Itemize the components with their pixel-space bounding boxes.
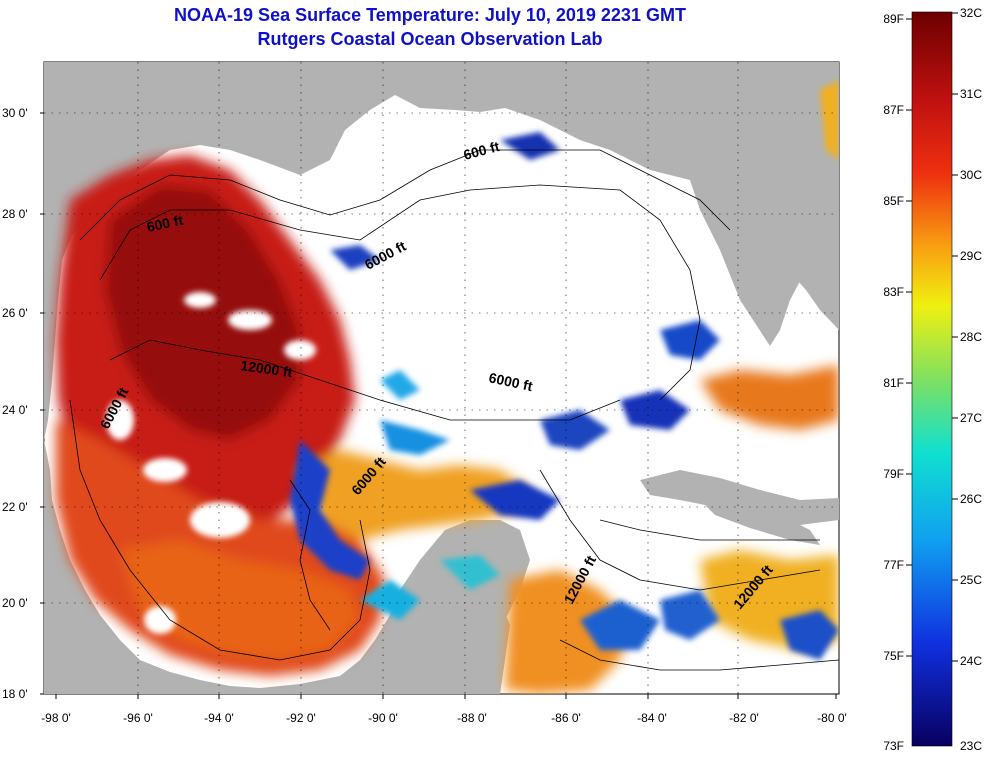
title-line-1: NOAA-19 Sea Surface Temperature: July 10… (174, 5, 686, 25)
colorbar-c-label: 25C (960, 573, 982, 587)
colorbar-ticks (906, 12, 958, 662)
colorbar-f-label: 73F (883, 739, 904, 753)
contour-label: 600 ft (145, 212, 184, 235)
lon-label: -90 0' (368, 711, 398, 725)
land-mexico (44, 440, 530, 694)
colorbar-c-label: 23C (960, 739, 982, 753)
colorbar-f-label: 85F (883, 194, 904, 208)
title-line-2: Rutgers Coastal Ocean Observation Lab (257, 29, 603, 49)
colorbar-f-label: 89F (883, 12, 904, 26)
colorbar-f-label: 83F (883, 285, 904, 299)
lon-label: -96 0' (123, 711, 153, 725)
lon-label: -88 0' (457, 711, 487, 725)
colorbar-f-label: 77F (883, 558, 904, 572)
colorbar-c-label: 28C (960, 330, 982, 344)
colorbar-c-label: 29C (960, 249, 982, 263)
contour-label: 12000 ft (240, 357, 294, 380)
lon-label: -84 0' (637, 711, 667, 725)
lat-label: 28 0' (2, 207, 28, 221)
land-yucatan (390, 590, 510, 694)
lon-label: -86 0' (551, 711, 581, 725)
colorbar-c-label: 27C (960, 411, 982, 425)
land-cuba (640, 470, 839, 525)
lon-label: -80 0' (817, 711, 847, 725)
lon-label: -98 0' (41, 711, 71, 725)
lat-label: 30 0' (2, 106, 28, 120)
land-florida (690, 62, 839, 330)
lat-label: 18 0' (2, 687, 28, 701)
colorbar-c-label: 30C (960, 168, 982, 182)
colorbar-c-label: 32C (960, 6, 982, 20)
lon-label: -82 0' (729, 711, 759, 725)
colorbar-c-label: 31C (960, 87, 982, 101)
lat-label: 22 0' (2, 500, 28, 514)
colorbar-f-label: 75F (883, 649, 904, 663)
colorbar-c-label: 26C (960, 492, 982, 506)
colorbar-c-label: 24C (960, 654, 982, 668)
lon-label: -94 0' (204, 711, 234, 725)
colorbar-f-label: 81F (883, 376, 904, 390)
lat-label: 20 0' (2, 596, 28, 610)
colorbar-f-label: 87F (883, 103, 904, 117)
lat-label: 26 0' (2, 306, 28, 320)
colorbar-f-label: 79F (883, 467, 904, 481)
land-us-gulf-coast (44, 62, 839, 440)
bathymetry-contours (69, 149, 839, 671)
colorbar (911, 11, 953, 747)
graticule (44, 62, 839, 694)
lat-label: 24 0' (2, 403, 28, 417)
land-cuba-east (700, 500, 820, 545)
axis-ticks (40, 112, 837, 699)
lon-label: -92 0' (286, 711, 316, 725)
